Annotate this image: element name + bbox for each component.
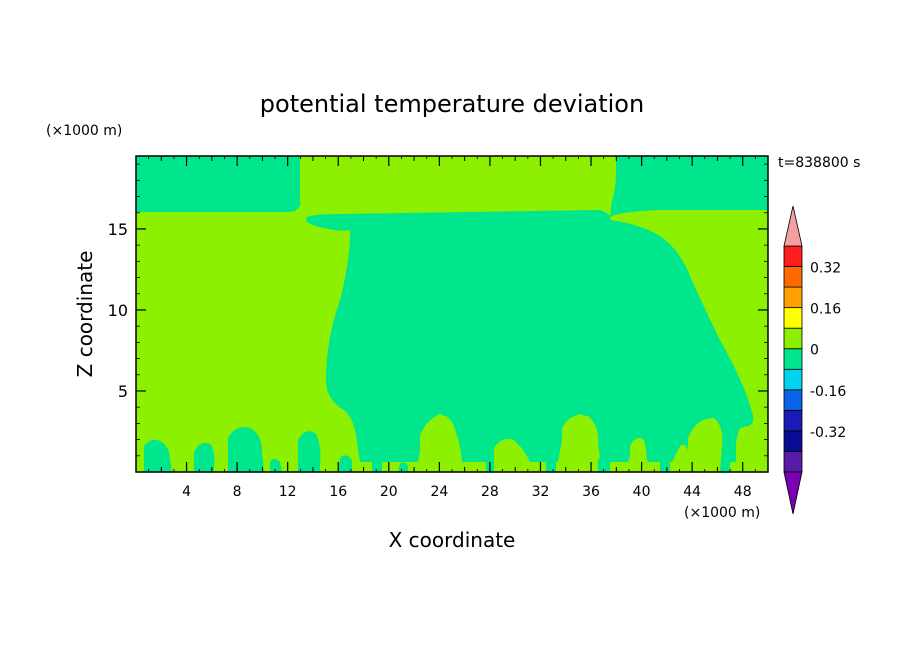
colorbar-tick-label: 0.16 [810,302,841,318]
bottom-green-blobs [420,415,760,472]
colorbar-tick-label: -0.32 [810,425,846,441]
colorbar-segment [783,389,803,411]
colorbar-tick-label: -0.16 [810,384,846,400]
x-tick-label: 36 [582,484,600,500]
upper-left-region [136,156,301,212]
time-label: t=838800 s [778,155,860,171]
colorbar-over-arrow [783,205,803,247]
contour-field [136,156,768,472]
colorbar-under-arrow [783,471,803,515]
colorbar-tick-label: 0.32 [810,261,841,277]
x-tick-label: 20 [380,484,398,500]
x-tick-label: 48 [734,484,752,500]
central-region [305,210,754,464]
x-tick-label: 16 [329,484,347,500]
y-tick-label: 5 [118,382,128,401]
x-tick-label: 4 [182,484,191,500]
colorbar-segment [783,409,803,432]
colorbar: -0.32 -0.16 0 0.16 0.32 [783,205,846,515]
colorbar-segment [783,327,803,350]
bottom-blobs [144,427,730,472]
colorbar-segment [783,307,803,329]
x-tick-label: 32 [532,484,550,500]
y-axis-label: Z coordinate [73,251,97,378]
colorbar-segment [783,451,803,473]
colorbar-segment [783,266,803,288]
colorbar-segment [783,348,803,370]
x-tick-label: 12 [279,484,297,500]
colorbar-segment [783,430,803,452]
x-tick-label: 8 [233,484,242,500]
x-tick-label: 28 [481,484,499,500]
colorbar-segment [783,286,803,309]
x-tick-label: 24 [430,484,448,500]
y-tick-label: 10 [108,301,128,320]
y-axis-ticks: 5 10 15 [108,163,768,457]
x-unit-label: (×1000 m) [684,505,760,521]
x-axis-label: X coordinate [389,528,516,552]
y-unit-label: (×1000 m) [46,123,122,139]
colorbar-segment [783,368,803,391]
x-tick-label: 40 [633,484,651,500]
colorbar-segment [783,245,803,267]
chart-title: potential temperature deviation [260,90,644,118]
x-tick-label: 44 [683,484,701,500]
y-tick-label: 15 [108,220,128,239]
colorbar-tick-label: 0 [810,343,819,359]
upper-right-region [610,156,768,218]
x-axis-ticks: 4 8 12 16 20 24 28 32 36 40 44 48 [148,156,756,500]
